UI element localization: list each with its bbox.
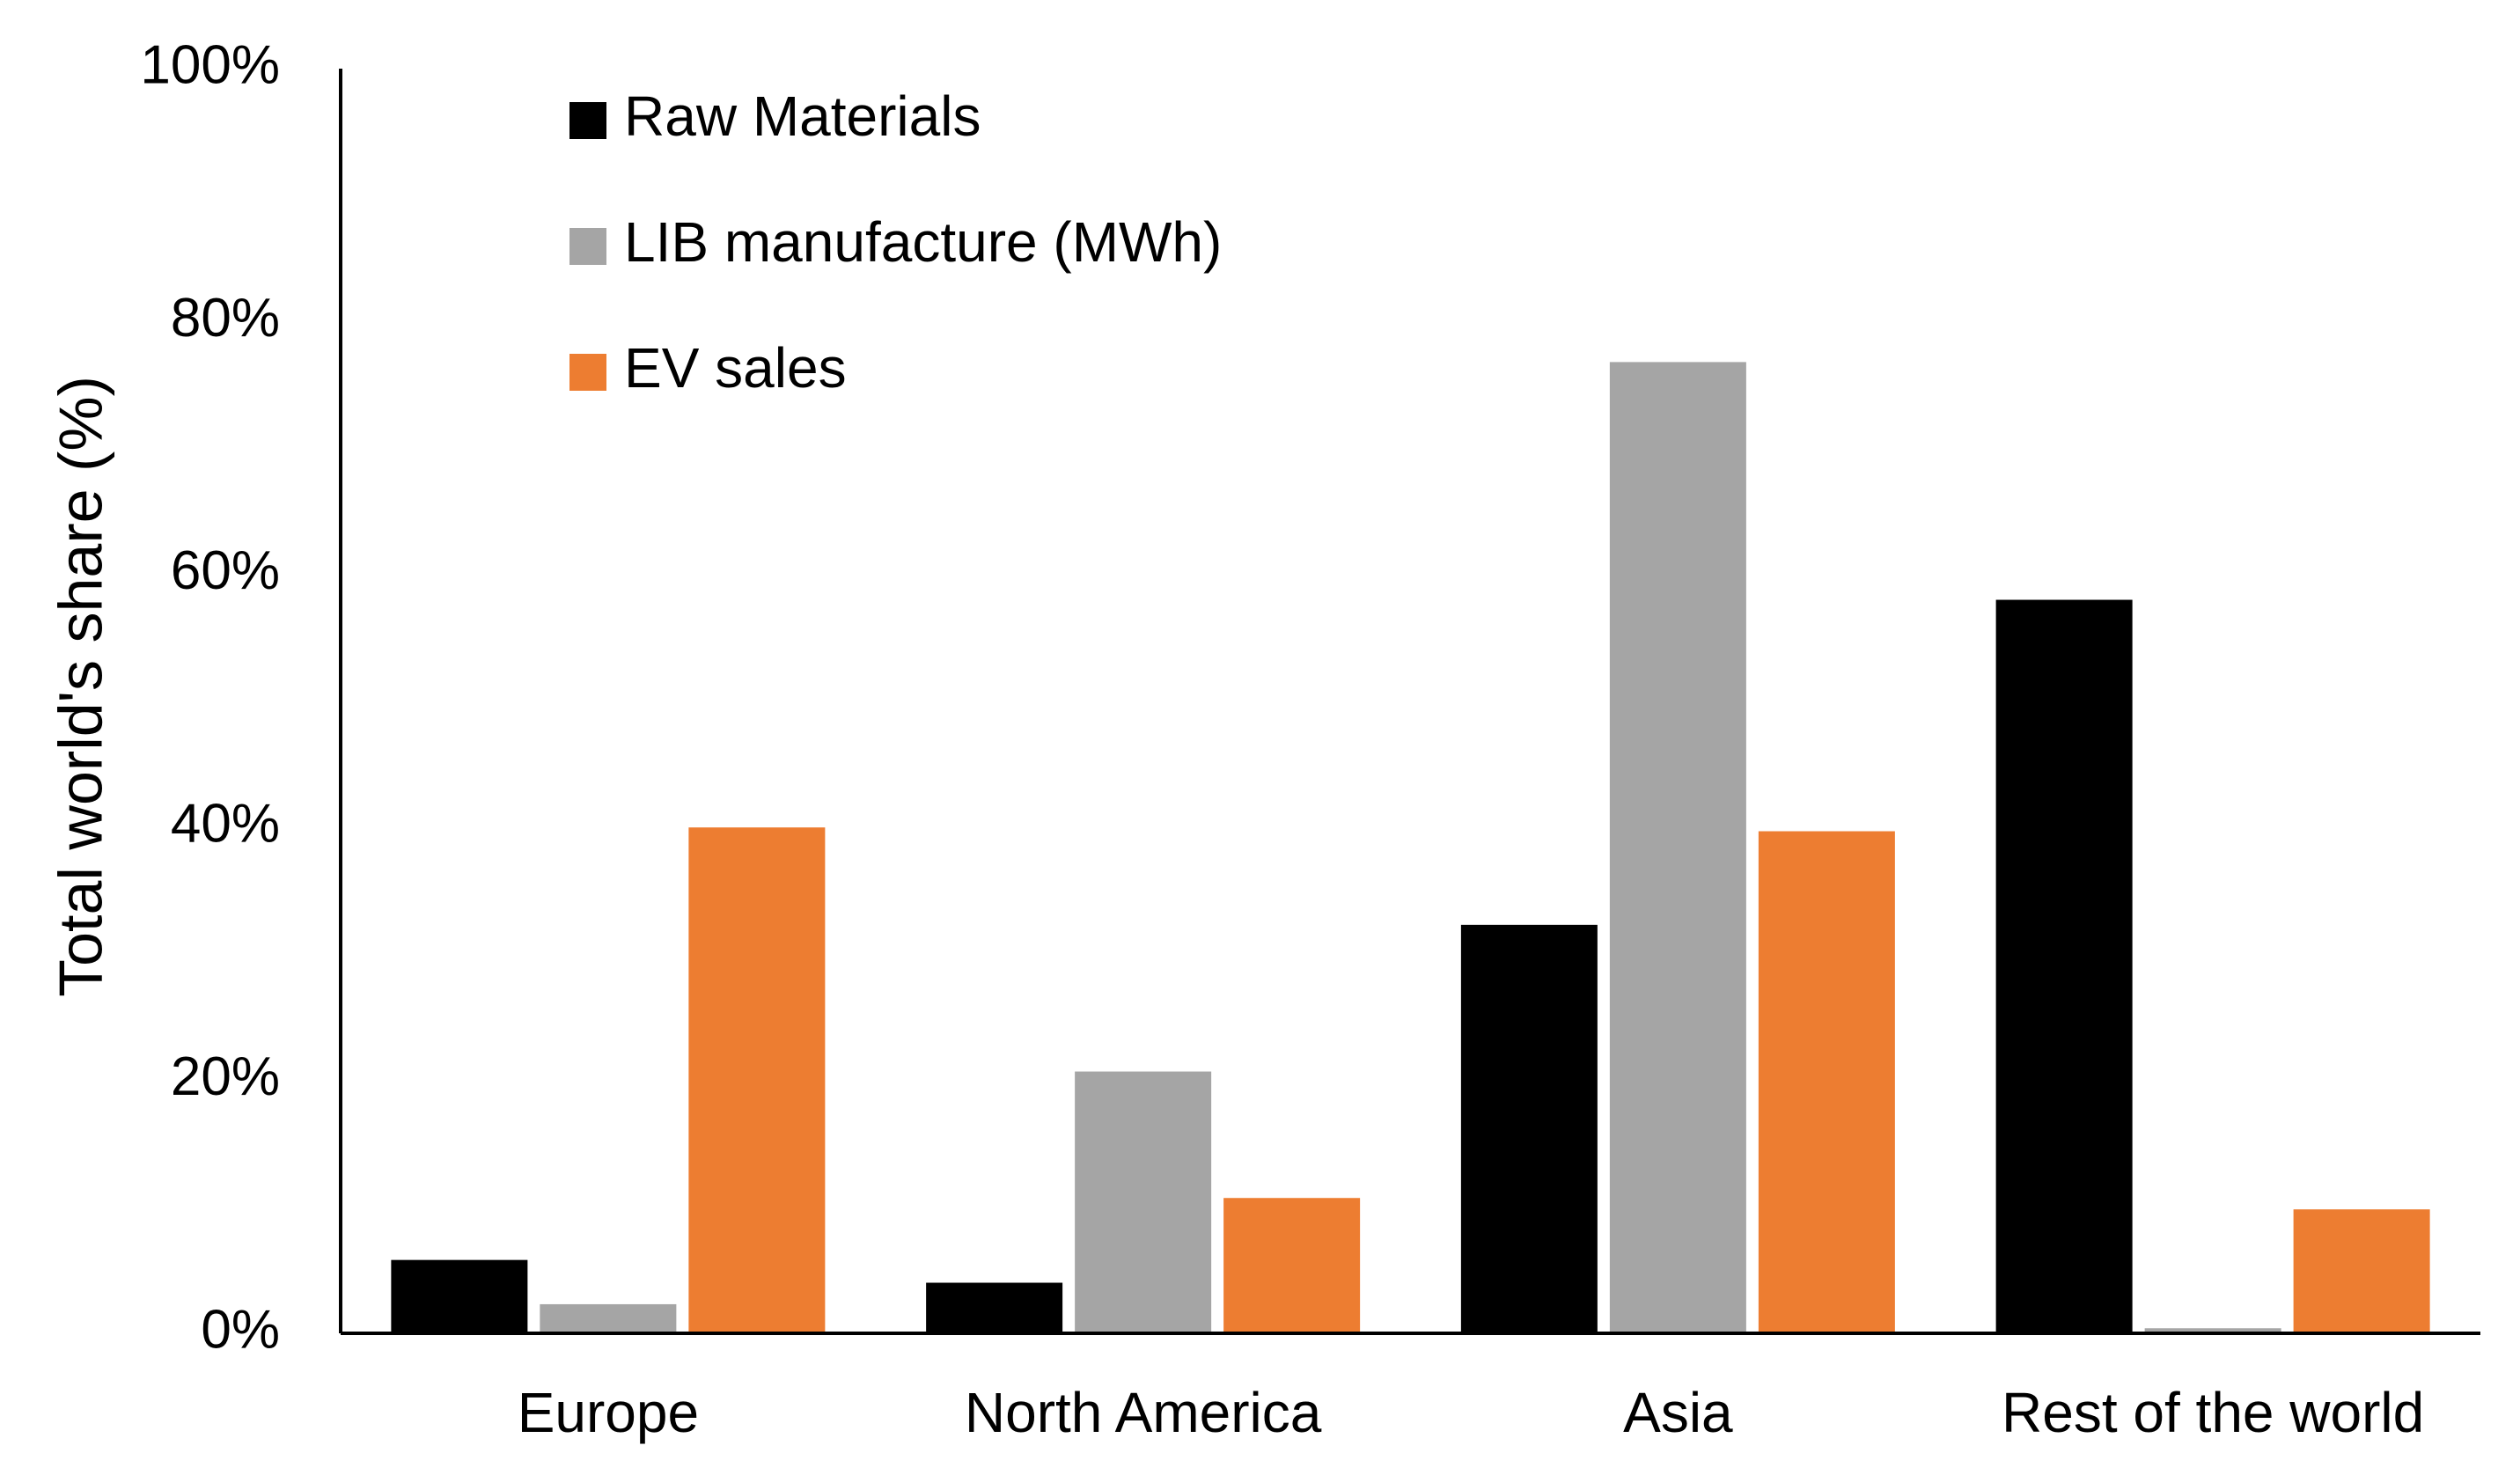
y-tick-label: 0%	[201, 1299, 280, 1360]
bar-ev-sales-north-america	[1223, 1198, 1361, 1333]
bars-group	[391, 362, 2430, 1333]
x-category-label: Europe	[518, 1381, 699, 1444]
y-axis-title: Total world's share (%)	[46, 376, 114, 997]
bar-lib-manufacture-mwh-rest-of-the-world	[2144, 1328, 2281, 1333]
bar-ev-sales-rest-of-the-world	[2293, 1209, 2430, 1333]
bar-ev-sales-europe	[688, 827, 826, 1333]
bar-lib-manufacture-mwh-asia	[1609, 362, 1746, 1333]
y-tick-label: 60%	[171, 540, 280, 601]
bar-lib-manufacture-mwh-north-america	[1075, 1071, 1212, 1333]
y-tick-label: 100%	[140, 34, 280, 95]
bar-raw-materials-asia	[1460, 924, 1598, 1333]
y-axis-ticks: 0% 20% 40% 60% 80% 100%	[140, 34, 280, 1360]
y-tick-label: 40%	[171, 794, 280, 855]
bar-lib-manufacture-mwh-europe	[540, 1303, 677, 1333]
legend-label: EV sales	[624, 336, 847, 400]
legend: Raw Materials LIB manufacture (MWh) EV sal…	[569, 84, 1222, 400]
legend-label: Raw Materials	[624, 84, 981, 148]
legend-swatch	[569, 102, 606, 139]
y-tick-label: 80%	[171, 288, 280, 349]
legend-label: LIB manufacture (MWh)	[624, 210, 1222, 274]
bar-raw-materials-north-america	[926, 1282, 1063, 1333]
x-category-label: North America	[965, 1381, 1322, 1444]
category-labels: Europe North America Asia Rest of the world	[518, 1381, 2425, 1444]
bar-ev-sales-asia	[1758, 831, 1895, 1333]
x-category-label: Asia	[1623, 1381, 1733, 1444]
legend-swatch	[569, 354, 606, 391]
y-tick-label: 20%	[171, 1046, 280, 1107]
x-category-label: Rest of the world	[2002, 1381, 2424, 1444]
bar-raw-materials-rest-of-the-world	[1995, 599, 2133, 1333]
bar-raw-materials-europe	[391, 1259, 528, 1333]
legend-swatch	[569, 228, 606, 265]
